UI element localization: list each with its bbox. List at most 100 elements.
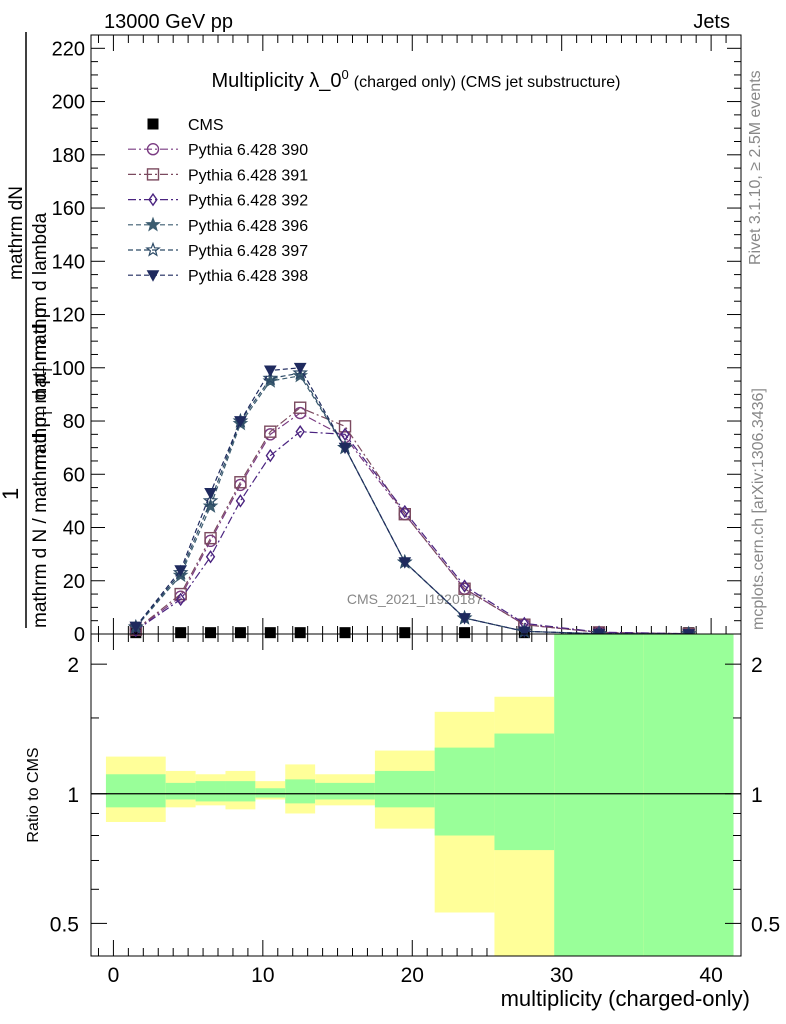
data-point [339, 627, 351, 639]
plot-title: Multiplicity λ_00 (charged only) (CMS jet… [211, 67, 620, 92]
y-tick-label: 180 [52, 145, 85, 167]
mcplots-label: mcplots.cern.ch [arXiv:1306.3436] [750, 388, 767, 630]
y-axis-title-numerator: mathrm dN [6, 186, 27, 280]
ratio-tick-label-right: 1 [751, 784, 763, 807]
data-point [129, 621, 143, 634]
ratio-tick-label: 2 [67, 654, 79, 677]
data-point [338, 420, 352, 433]
ratio-band-green [315, 782, 375, 800]
y-axis-title-one: 1 [0, 488, 23, 500]
series-layer [128, 362, 697, 641]
data-point [204, 488, 217, 500]
data-point [234, 476, 247, 489]
data-point [205, 550, 216, 564]
legend-marker [146, 270, 160, 282]
legend-item: Pythia 6.428 390 [128, 142, 308, 159]
y-axis-title-numerator-2: mathrm d pT mathrm d lambda [30, 212, 55, 470]
legend-label: Pythia 6.428 397 [188, 243, 308, 260]
data-point [399, 627, 411, 639]
legend-marker [145, 216, 161, 232]
legend: CMS Pythia 6.428 390 Pythia 6.428 391 Pythi… [128, 117, 308, 285]
data-point [263, 365, 277, 377]
ratio-tick-label: 1 [67, 784, 79, 807]
ratio-tick-label: 0.5 [50, 913, 79, 936]
x-tick-label: 40 [699, 964, 722, 987]
y-axis-title: 1 mathrm dN mathrm d pT mathrm d lambda … [0, 32, 55, 628]
ratio-band-green [494, 733, 555, 851]
header-right-label: Jets [693, 11, 730, 33]
legend-marker [145, 241, 161, 257]
legend-item: Pythia 6.428 391 [128, 167, 308, 184]
y-tick-label: 0 [74, 624, 85, 646]
y-tick-label: 120 [52, 305, 85, 327]
data-point [262, 370, 279, 386]
legend-label: Pythia 6.428 390 [188, 142, 308, 159]
data-point [264, 425, 277, 438]
series-line [135, 367, 689, 635]
data-point [204, 531, 217, 545]
legend-item: Pythia 6.428 398 [128, 268, 308, 285]
ratio-band-green [554, 634, 644, 956]
legend-item: Pythia 6.428 392 [128, 193, 308, 210]
data-point [398, 508, 411, 521]
main-y-ticks: 0 20 40 60 80 100 120 140 160 180 200 220 [52, 34, 741, 646]
ratio-tick-label-right: 2 [751, 654, 763, 677]
data-point [458, 582, 471, 595]
legend-item: Pythia 6.428 396 [128, 216, 308, 235]
ratio-band-green [434, 747, 495, 836]
legend-label: Pythia 6.428 398 [188, 268, 308, 285]
data-point [174, 565, 188, 577]
data-point [294, 627, 306, 639]
legend-label: Pythia 6.428 396 [188, 218, 308, 235]
data-point [202, 492, 219, 508]
y-tick-label: 40 [63, 518, 85, 540]
legend-marker [148, 192, 158, 207]
data-point [234, 627, 246, 639]
data-point [400, 504, 410, 519]
data-point [517, 626, 531, 638]
rivet-version-label: Rivet 3.1.10, ≥ 2.5M events [747, 70, 764, 265]
ratio-y-axis-title: Ratio to CMS [25, 747, 42, 842]
data-point [205, 627, 217, 639]
legend-marker [146, 168, 160, 181]
y-tick-label: 160 [52, 198, 85, 220]
series-line [135, 431, 689, 635]
data-point [235, 494, 246, 508]
y-tick-label: 100 [52, 358, 85, 380]
y-tick-label: 20 [63, 571, 85, 593]
data-point [292, 364, 309, 380]
data-point [293, 401, 307, 414]
data-point [398, 557, 412, 569]
legend-marker [146, 142, 160, 156]
x-tick-label: 30 [550, 964, 573, 987]
data-point [202, 497, 219, 513]
ratio-tick-label-right: 0.5 [751, 913, 780, 936]
data-point [338, 442, 352, 455]
data-point [175, 592, 186, 607]
y-tick-label: 80 [63, 411, 85, 433]
ratio-band-green [285, 779, 316, 804]
data-point [264, 627, 276, 639]
x-tick-label: 10 [251, 964, 274, 987]
x-tick-label: 20 [401, 964, 424, 987]
series-line [135, 407, 689, 635]
ratio-band-green [105, 774, 166, 808]
ratio-band-green [643, 634, 734, 956]
y-tick-label: 140 [52, 251, 85, 273]
y-tick-label: 220 [52, 38, 85, 60]
x-axis-title: multiplicity (charged-only) [501, 986, 750, 1011]
x-tick-label: 0 [108, 964, 120, 987]
legend-label: Pythia 6.428 392 [188, 193, 308, 210]
data-point [459, 627, 471, 639]
ratio-band-green [255, 788, 286, 798]
header-left-label: 13000 GeV pp [104, 11, 233, 33]
ratio-plot-frame [90, 633, 742, 957]
ratio-band-green [225, 781, 256, 802]
ratio-ticks: 0.5 0.5 1 1 2 2 [50, 654, 780, 936]
data-point [459, 579, 470, 593]
ratio-band-green [165, 782, 196, 800]
ratio-bands [105, 634, 734, 956]
legend-item: CMS [147, 117, 224, 134]
data-point [234, 416, 247, 428]
legend-label: CMS [188, 117, 224, 134]
